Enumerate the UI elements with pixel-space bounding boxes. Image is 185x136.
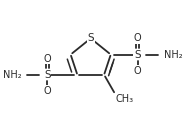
Text: S: S [134,50,141,60]
Text: O: O [134,66,141,76]
Text: NH₂: NH₂ [3,70,21,80]
Text: S: S [87,33,94,43]
Text: O: O [43,54,51,64]
Text: CH₃: CH₃ [116,94,134,104]
Text: NH₂: NH₂ [164,50,183,60]
Text: S: S [44,70,51,80]
Text: O: O [134,33,141,43]
Text: O: O [43,86,51,96]
